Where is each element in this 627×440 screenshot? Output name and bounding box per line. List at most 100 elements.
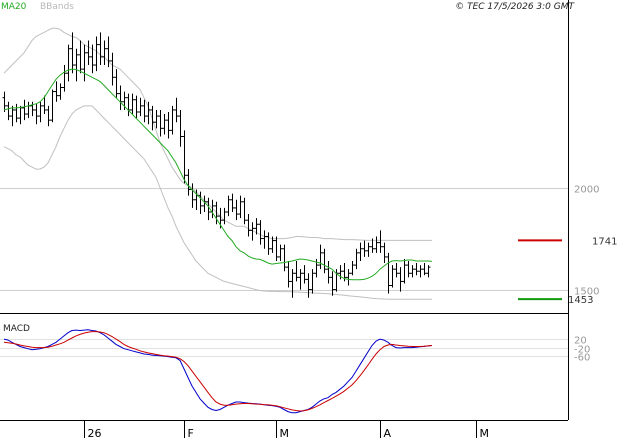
price-bar <box>90 44 95 74</box>
price-bar <box>78 40 83 74</box>
price-axis-ticks: 1500 2000 <box>574 185 599 298</box>
macd-lines <box>3 329 433 414</box>
price-bar <box>322 248 327 274</box>
price-bar <box>358 242 363 262</box>
price-bar <box>126 93 131 117</box>
price-bar <box>290 269 295 298</box>
price-bar <box>426 265 431 278</box>
price-bar <box>274 236 279 262</box>
price-bar <box>2 91 7 112</box>
price-bar <box>334 269 339 292</box>
resistance-label: 1741 <box>592 236 617 247</box>
price-bar <box>110 52 115 86</box>
price-bars <box>2 32 431 298</box>
price-bar <box>298 269 303 290</box>
price-bar <box>146 101 151 125</box>
price-bar <box>50 89 55 123</box>
price-bar <box>134 95 139 119</box>
price-gridlines <box>0 188 568 291</box>
price-bar <box>214 201 219 225</box>
price-bar <box>346 269 351 286</box>
price-bar <box>82 44 87 82</box>
bb-lower-line <box>3 105 432 300</box>
price-bar <box>114 69 119 98</box>
price-bar <box>86 40 91 66</box>
price-bar <box>258 220 263 245</box>
ma20-line <box>3 68 433 281</box>
macd-tick-label: 20 <box>574 336 587 347</box>
price-bar <box>22 99 27 121</box>
price-bar <box>26 101 31 119</box>
price-bar <box>330 271 335 296</box>
x-tick-label: F <box>188 427 194 440</box>
signal-line <box>3 331 433 412</box>
price-bar <box>422 263 427 276</box>
price-bar <box>174 97 179 123</box>
price-bar <box>10 105 15 127</box>
price-bar <box>54 81 59 102</box>
price-bar <box>238 195 243 219</box>
price-bar <box>398 267 403 292</box>
price-bar <box>250 222 255 241</box>
price-bar <box>58 83 63 100</box>
price-bar <box>350 261 355 276</box>
price-bar <box>326 261 331 284</box>
price-bar <box>242 197 247 225</box>
price-bar <box>318 244 323 270</box>
price-bar <box>138 97 143 117</box>
price-bar <box>106 36 111 68</box>
price-bar <box>230 193 235 213</box>
price-bar <box>406 261 411 278</box>
price-bar <box>378 230 383 253</box>
price-bar <box>270 236 275 253</box>
price-tick-label: 1500 <box>574 287 599 298</box>
price-bar <box>74 48 79 82</box>
price-bar <box>386 252 391 294</box>
legend-ma20: MA20 <box>1 2 27 12</box>
x-axis-ticks: 26 F M A M <box>84 420 490 440</box>
price-bar <box>166 111 171 139</box>
price-bar <box>18 105 23 125</box>
price-bar <box>182 130 187 184</box>
price-levels: 1741 1453 <box>518 236 617 306</box>
price-bar <box>62 65 67 92</box>
price-bar <box>6 101 11 121</box>
price-bar <box>278 244 283 262</box>
price-bar <box>206 197 211 221</box>
price-bar <box>222 207 227 225</box>
price-tick-label: 2000 <box>574 185 599 196</box>
price-bar <box>226 195 231 217</box>
price-bar <box>286 261 291 288</box>
price-bar <box>414 263 419 276</box>
price-bar <box>394 263 399 278</box>
price-bar <box>178 109 183 147</box>
price-bar <box>162 114 167 135</box>
macd-title: MACD <box>3 324 30 334</box>
x-tick-label: 26 <box>88 427 102 440</box>
macd-line <box>3 329 433 414</box>
macd-tick-label: -20 <box>574 345 590 356</box>
price-bar <box>246 214 251 237</box>
price-bar <box>354 248 359 270</box>
price-bar <box>410 265 415 278</box>
price-bar <box>46 105 51 127</box>
macd-gridlines <box>0 339 568 357</box>
price-bar <box>38 101 43 123</box>
price-bar <box>310 269 315 294</box>
price-bar <box>102 40 107 66</box>
price-bar <box>142 99 147 123</box>
price-bar <box>302 265 307 284</box>
price-bar <box>262 230 267 249</box>
macd-tick-label: -60 <box>574 353 590 364</box>
price-bar <box>370 238 375 253</box>
copyright-text: © TEC 17/5/2026 3:0 GMT <box>455 2 575 12</box>
price-bar <box>202 195 207 213</box>
price-bar <box>154 109 159 129</box>
price-bar <box>418 265 423 278</box>
price-bar <box>42 95 47 115</box>
price-bar <box>170 105 175 135</box>
x-tick-label: M <box>480 427 490 440</box>
price-bar <box>66 44 71 82</box>
price-bar <box>98 32 103 66</box>
